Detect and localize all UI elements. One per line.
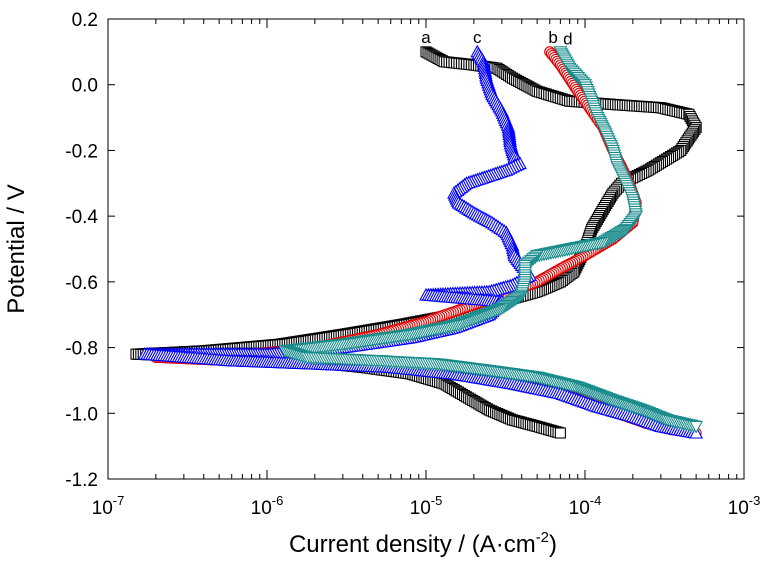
y-tick-label: -0.2 [65,141,98,162]
x-tick-label-exponent: -3 [749,493,761,508]
series-label-c: c [473,28,482,47]
x-tick-label-base: 10 [92,498,113,519]
y-tick-label: -0.6 [65,273,98,294]
series-label-b: b [548,28,557,47]
y-axis-title: Potential / V [3,184,30,313]
x-tick-label-base: 10 [251,498,272,519]
x-tick-label-base: 10 [410,498,431,519]
y-tick-label: 0.2 [72,10,98,31]
y-tick-label: -1.2 [65,470,98,491]
x-tick-label-exponent: -7 [113,493,125,508]
x-tick-label-base: 10 [728,498,749,519]
x-tick-label-base: 10 [569,498,590,519]
x-tick-label: 10-3 [728,493,761,519]
x-axis-title-sup: -2 [536,529,549,546]
y-tick-label: -0.8 [65,339,98,360]
x-tick-label: 10-6 [251,493,284,519]
y-tick-label: -0.4 [65,207,98,228]
y-tick-label: 0.0 [72,76,98,97]
series-label-d: d [563,30,572,49]
series-label-layer: a b c d [421,28,572,49]
series-label-a: a [421,28,431,47]
x-axis-title-tail: ) [549,531,557,558]
x-tick-label: 10-4 [569,493,602,519]
data-point [554,427,566,439]
data-point [689,420,704,434]
series-d [278,46,704,434]
x-tick-label: 10-5 [410,493,443,519]
x-tick-label-exponent: -6 [272,493,284,508]
x-tick-label: 10-7 [92,493,125,519]
series-layer [130,44,704,439]
x-axis-title-main: Current density / (A·cm [289,531,536,558]
axis-layer: 0.20.0-0.2-0.4-0.6-0.8-1.0-1.210-7 10-6 10… [65,10,760,519]
x-tick-label-exponent: -4 [590,493,602,508]
y-tick-label: -1.0 [65,404,98,425]
x-tick-label-exponent: -5 [431,493,443,508]
x-axis-title: Current density / (A·cm-2) [289,529,557,558]
